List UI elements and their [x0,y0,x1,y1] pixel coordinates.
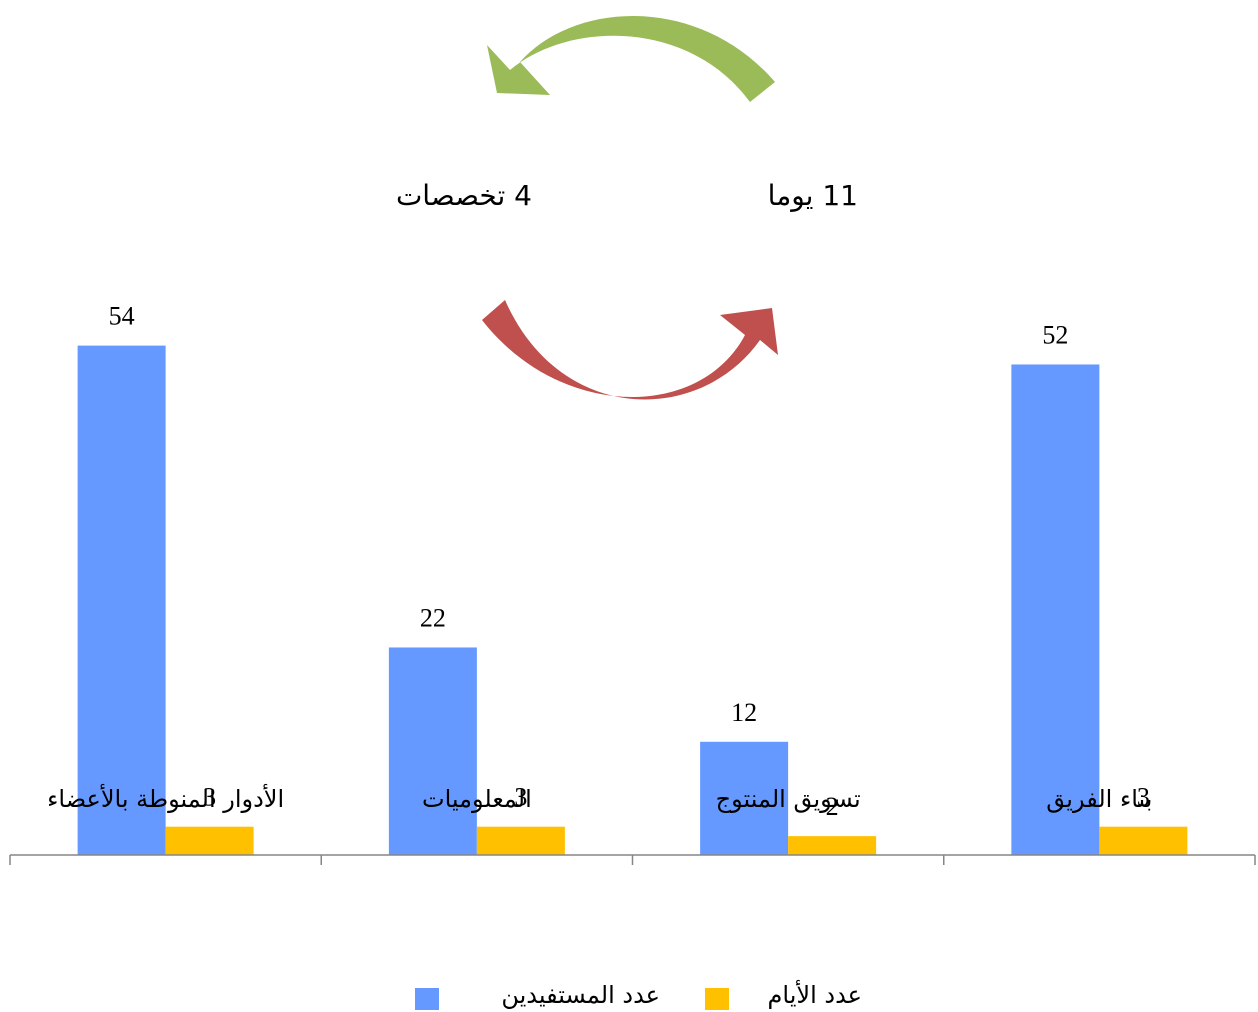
bar [388,647,477,855]
data-label: 2 [826,792,839,821]
x-tick-label: المعلوميات [422,785,532,813]
x-tick-label: الأدوار المنوطة بالأعضاء [47,784,284,813]
x-tick-label: تسويق المنتوج [716,785,861,813]
bar [77,345,166,855]
data-label: 3 [1137,783,1150,812]
annotation: 4 تخصصات [396,179,532,212]
data-label: 3 [203,783,216,812]
legend-label: عدد المستفيدين [501,981,660,1009]
bar [700,741,789,855]
red-arrow [482,300,778,400]
bar [1099,826,1188,855]
data-label: 54 [109,302,135,331]
annotation: 11 يوما [768,179,858,212]
data-label: 22 [420,603,446,632]
x-tick-label: بناء الفريق [1046,785,1152,813]
bar [165,826,254,855]
legend-label: عدد الأيام [768,980,862,1009]
bar [788,836,877,855]
data-label: 12 [731,698,757,727]
data-label: 52 [1042,320,1068,349]
bar [476,826,565,855]
data-label: 3 [514,783,527,812]
legend-swatch [705,988,729,1010]
bar [1011,364,1100,855]
legend-swatch [415,988,439,1010]
green-arrow [487,15,775,102]
